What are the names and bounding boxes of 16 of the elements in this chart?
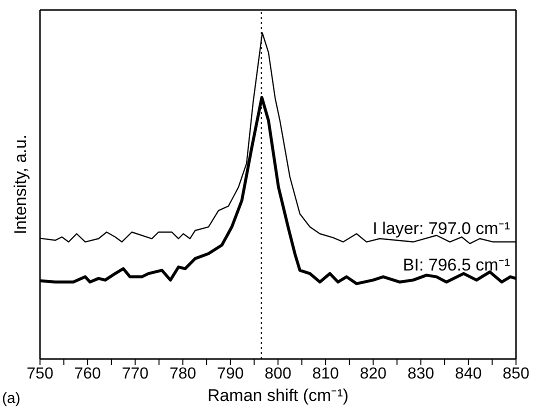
- x-tick-label: 830: [407, 365, 434, 382]
- x-tick-label: 760: [74, 365, 102, 382]
- series-label: BI: 796.5 cm⁻¹: [402, 255, 510, 274]
- x-tick-label: 820: [360, 365, 387, 382]
- x-tick-label: 850: [502, 365, 530, 382]
- series-label: I layer: 797.0 cm⁻¹: [372, 218, 510, 238]
- x-tick-label: 800: [264, 365, 292, 382]
- x-tick-label: 750: [26, 365, 54, 382]
- text: (a): [2, 390, 20, 407]
- y-axis-title: Intensity, a.u.: [11, 134, 30, 234]
- x-axis-title: Raman shift (cm⁻¹): [207, 386, 349, 405]
- x-tick-label: 810: [312, 365, 340, 382]
- x-tick-label: 790: [217, 365, 244, 382]
- x-tick-label: 770: [122, 365, 149, 382]
- x-tick-label: 840: [455, 365, 482, 382]
- x-tick-label: 780: [169, 365, 196, 382]
